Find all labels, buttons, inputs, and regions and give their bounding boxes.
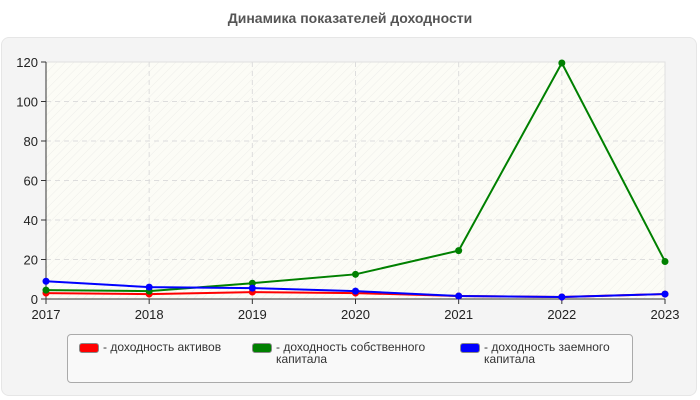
x-tick-label: 2018 — [135, 307, 164, 322]
green-swatch-icon — [252, 343, 272, 353]
legend: - доходность активов - доходность собств… — [67, 334, 633, 383]
x-tick-label: 2023 — [651, 307, 680, 322]
series-line — [42, 277, 669, 301]
legend-label: - доходность активов — [103, 340, 222, 354]
x-tick-label: 2021 — [444, 307, 473, 322]
data-point[interactable] — [455, 292, 463, 300]
y-tick-label: 100 — [16, 95, 38, 110]
legend-item-debt: - доходность заемного капитала — [460, 341, 610, 365]
y-tick-label: 0 — [31, 292, 38, 307]
y-tick-label: 80 — [24, 134, 38, 149]
data-point[interactable] — [352, 287, 359, 295]
data-point[interactable] — [661, 257, 669, 265]
y-tick-label: 40 — [24, 213, 38, 228]
data-point[interactable] — [352, 270, 359, 278]
data-point[interactable] — [558, 59, 566, 67]
x-tick-label: 2022 — [547, 307, 576, 322]
x-tick-label: 2019 — [238, 307, 267, 322]
data-point[interactable] — [558, 293, 566, 301]
data-point[interactable] — [42, 277, 50, 285]
data-point[interactable] — [661, 290, 669, 298]
x-tick-label: 2017 — [32, 307, 61, 322]
data-series — [42, 59, 669, 301]
chart-title: Динамика показателей доходности — [227, 10, 473, 26]
data-point[interactable] — [42, 286, 50, 294]
legend-item-equity: - доходность собственного капитала — [252, 341, 425, 365]
grid-lines — [46, 62, 665, 299]
y-tick-label: 120 — [16, 55, 38, 70]
y-tick-label: 60 — [24, 174, 38, 189]
red-swatch-icon — [79, 343, 99, 353]
y-tick-label: 20 — [24, 253, 38, 268]
legend-label: - доходность собственного капитала — [276, 340, 426, 366]
x-tick-label: 2020 — [341, 307, 370, 322]
data-point[interactable] — [145, 283, 153, 291]
data-point[interactable] — [248, 284, 256, 292]
legend-item-assets: - доходность активов — [79, 341, 221, 353]
data-point[interactable] — [248, 279, 256, 287]
data-point[interactable] — [455, 247, 463, 255]
blue-swatch-icon — [460, 343, 480, 353]
legend-label: - доходность заемного капитала — [484, 340, 610, 366]
